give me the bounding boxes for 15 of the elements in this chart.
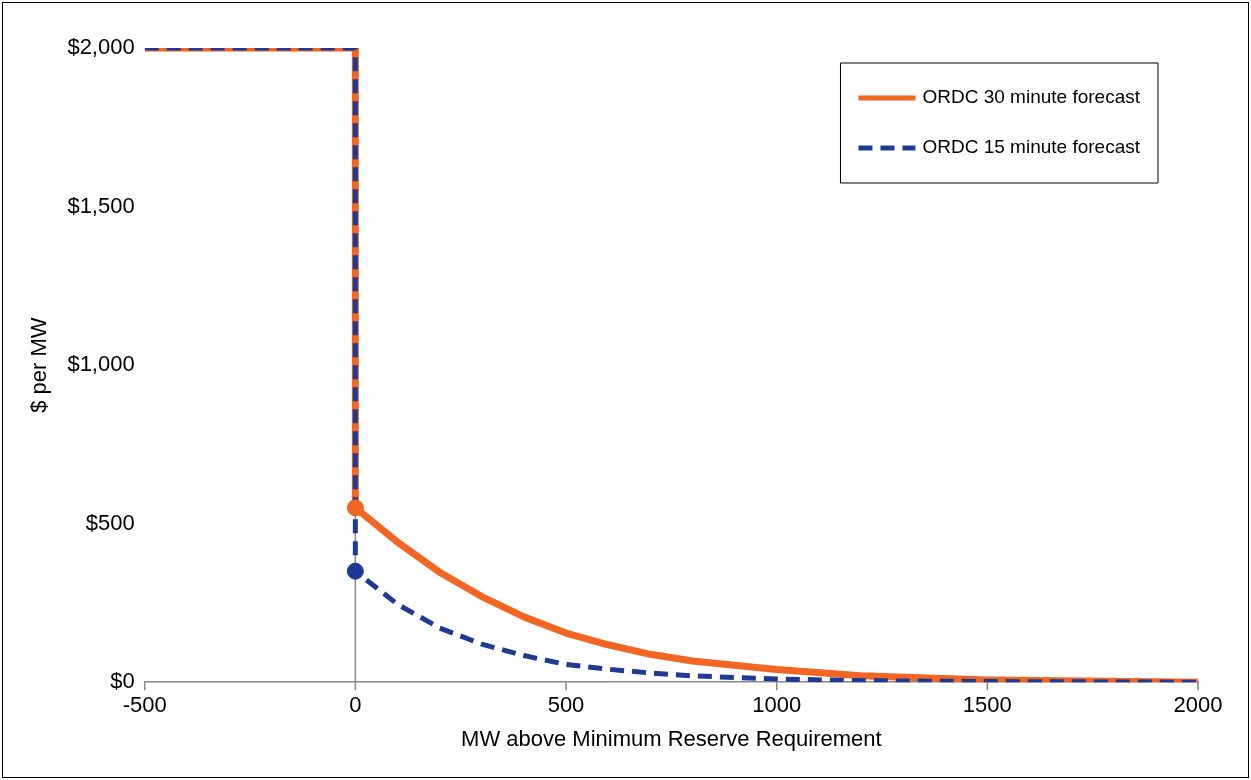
y-tick-label: $500 [85,509,135,535]
x-tick-label: 2000 [1173,692,1223,718]
y-tick-label: $2,000 [67,34,135,60]
x-tick-label: 500 [547,692,585,718]
legend-label: ORDC 30 minute forecast [922,86,1141,108]
legend-label: ORDC 15 minute forecast [922,136,1141,158]
x-tick-label: 1500 [962,692,1012,718]
y-axis-title: $ per MW [26,317,52,413]
x-tick-label: -500 [122,692,167,718]
y-tick-label: $1,500 [67,192,135,218]
y-tick-label: $0 [110,668,135,694]
x-tick-label: 0 [349,692,362,718]
x-axis-title: MW above Minimum Reserve Requirement [461,725,882,751]
x-tick-label: 1000 [752,692,802,718]
y-tick-label: $1,000 [67,351,135,377]
